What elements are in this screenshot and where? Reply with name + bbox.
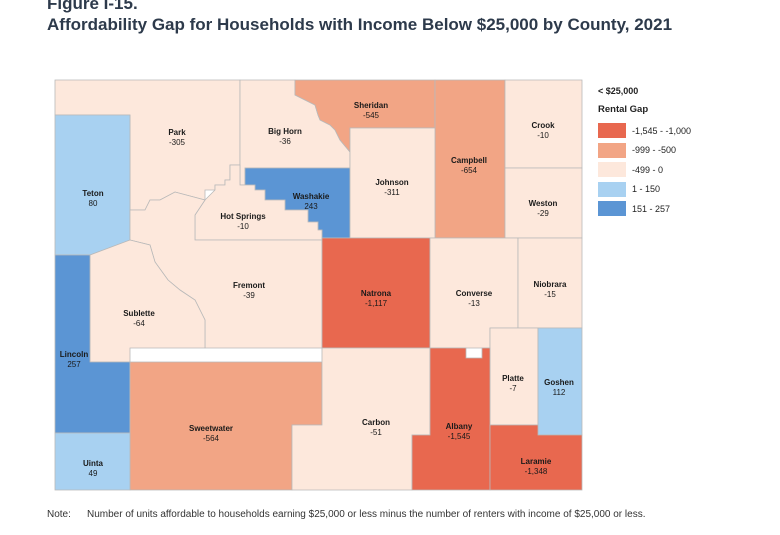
county-name-fremont: Fremont [233, 281, 265, 290]
county-name-lincoln: Lincoln [60, 350, 89, 359]
county-value-fremont: -39 [243, 291, 255, 300]
county-uinta[interactable] [54, 432, 131, 491]
county-value-hot-springs: -10 [237, 222, 249, 231]
county-value-natrona: -1,117 [365, 299, 388, 308]
county-name-hot-springs: Hot Springs [220, 212, 266, 221]
county-value-laramie: -1,348 [525, 467, 548, 476]
county-value-carbon: -51 [370, 428, 382, 437]
note-text: Number of units affordable to households… [87, 509, 646, 520]
county-hot-springs[interactable] [194, 164, 323, 241]
legend-item: 151 - 257 [598, 199, 691, 219]
county-name-sweetwater: Sweetwater [189, 424, 233, 433]
county-name-johnson: Johnson [375, 178, 408, 187]
county-value-washakie: 243 [304, 202, 318, 211]
figure-title: Affordability Gap for Households with In… [47, 15, 673, 34]
legend-swatch [598, 162, 626, 178]
county-name-niobrara: Niobrara [534, 280, 567, 289]
county-value-johnson: -311 [384, 188, 400, 197]
county-name-campbell: Campbell [451, 156, 487, 165]
county-name-laramie: Laramie [521, 457, 552, 466]
county-value-sublette: -64 [133, 319, 145, 328]
legend-subheader: Rental Gap [598, 104, 649, 115]
figure-label: Figure I-15. [47, 0, 138, 13]
county-value-park: -305 [169, 138, 186, 147]
legend-item: 1 - 150 [598, 180, 691, 200]
county-name-sheridan: Sheridan [354, 101, 388, 110]
legend-swatch [598, 181, 626, 197]
county-value-campbell: -654 [461, 166, 478, 175]
county-value-goshen: 112 [553, 388, 566, 397]
map-legend: < $25,000 Rental Gap -1,545 - -1,000 -999… [598, 86, 691, 219]
legend-label: 1 - 150 [632, 184, 661, 195]
county-name-weston: Weston [529, 199, 558, 208]
county-name-albany: Albany [446, 422, 473, 431]
legend-swatch [598, 123, 626, 139]
legend-label: 151 - 257 [632, 203, 671, 214]
legend-item: -1,545 - -1,000 [598, 121, 691, 141]
county-name-park: Park [168, 128, 186, 137]
county-albany[interactable] [411, 347, 491, 491]
county-teton[interactable] [54, 114, 131, 256]
county-value-sweetwater: -564 [203, 434, 220, 443]
county-name-teton: Teton [82, 189, 103, 198]
county-value-niobrara: -15 [544, 290, 556, 299]
county-name-big-horn: Big Horn [268, 127, 302, 136]
county-value-uinta: 49 [89, 469, 98, 478]
footnote: Note: Number of units affordable to hous… [47, 508, 687, 521]
county-value-albany: -1,545 [448, 432, 471, 441]
county-name-natrona: Natrona [361, 289, 392, 298]
legend-swatch [598, 142, 626, 158]
county-value-crook: -10 [537, 131, 549, 140]
county-name-platte: Platte [502, 374, 524, 383]
county-name-uinta: Uinta [83, 459, 104, 468]
note-label: Note: [47, 509, 71, 520]
county-name-crook: Crook [531, 121, 555, 130]
county-value-weston: -29 [537, 209, 549, 218]
county-name-carbon: Carbon [362, 418, 390, 427]
county-laramie[interactable] [489, 424, 583, 491]
county-name-goshen: Goshen [544, 378, 574, 387]
legend-item: -499 - 0 [598, 160, 691, 180]
county-value-teton: 80 [89, 199, 98, 208]
county-value-sheridan: -545 [363, 111, 380, 120]
county-value-converse: -13 [468, 299, 480, 308]
county-name-converse: Converse [456, 289, 493, 298]
county-value-big-horn: -36 [279, 137, 291, 146]
county-value-platte: -7 [509, 384, 517, 393]
legend-header: < $25,000 [598, 86, 639, 96]
legend-label: -999 - -500 [632, 145, 677, 156]
legend-label: -1,545 - -1,000 [632, 125, 692, 136]
county-value-lincoln: 257 [67, 360, 81, 369]
county-name-washakie: Washakie [293, 192, 330, 201]
county-name-sublette: Sublette [123, 309, 155, 318]
legend-label: -499 - 0 [632, 164, 664, 175]
legend-swatch [598, 201, 626, 217]
legend-item: -999 - -500 [598, 141, 691, 161]
